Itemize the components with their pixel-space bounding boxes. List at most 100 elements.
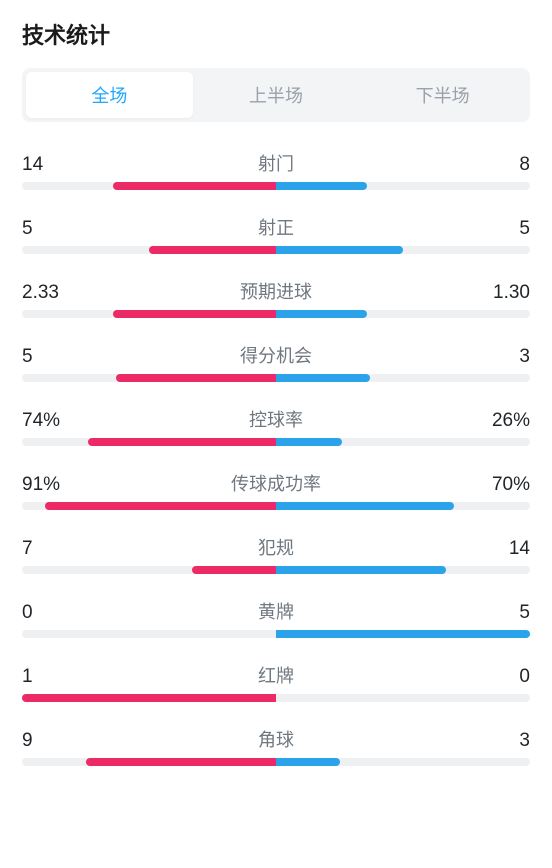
stat-label: 红牌 bbox=[72, 662, 480, 688]
stat-row: 7犯规14 bbox=[22, 534, 530, 574]
stats-panel: 技术统计 全场 上半场 下半场 14射门85射正52.33预期进球1.305得分… bbox=[0, 0, 552, 766]
stat-row: 9角球3 bbox=[22, 726, 530, 766]
stat-bar-left-half bbox=[22, 182, 276, 190]
stat-bar-right-fill bbox=[276, 310, 367, 318]
stat-right-value: 14 bbox=[480, 538, 530, 560]
stat-header: 1红牌0 bbox=[22, 662, 530, 688]
stat-bar-left-half bbox=[22, 502, 276, 510]
stat-row: 91%传球成功率70% bbox=[22, 470, 530, 510]
stat-bar-right-fill bbox=[276, 502, 454, 510]
tab-label: 全场 bbox=[91, 86, 127, 106]
stat-right-value: 5 bbox=[480, 218, 530, 240]
stat-bar-right-half bbox=[276, 758, 530, 766]
stat-bar-left-fill bbox=[88, 438, 276, 446]
stat-header: 74%控球率26% bbox=[22, 406, 530, 432]
stat-bar-left-fill bbox=[22, 694, 276, 702]
stat-left-value: 9 bbox=[22, 730, 72, 752]
tab-full-match[interactable]: 全场 bbox=[26, 72, 193, 118]
stat-left-value: 74% bbox=[22, 410, 72, 432]
stat-bar-right-half bbox=[276, 502, 530, 510]
stat-right-value: 26% bbox=[480, 410, 530, 432]
stat-bar-right-half bbox=[276, 374, 530, 382]
stat-right-value: 70% bbox=[480, 474, 530, 496]
period-tabs: 全场 上半场 下半场 bbox=[22, 68, 530, 122]
stat-bar-right-fill bbox=[276, 630, 530, 638]
stat-bar-track bbox=[22, 438, 530, 446]
stat-header: 5射正5 bbox=[22, 214, 530, 240]
stat-right-value: 0 bbox=[480, 666, 530, 688]
stat-row: 14射门8 bbox=[22, 150, 530, 190]
stat-bar-right-fill bbox=[276, 566, 446, 574]
stat-right-value: 1.30 bbox=[480, 282, 530, 304]
stat-bar-left-fill bbox=[113, 182, 276, 190]
stat-header: 0黄牌5 bbox=[22, 598, 530, 624]
tab-label: 上半场 bbox=[249, 86, 303, 106]
stat-row: 1红牌0 bbox=[22, 662, 530, 702]
stat-header: 9角球3 bbox=[22, 726, 530, 752]
stat-bar-track bbox=[22, 246, 530, 254]
stat-label: 角球 bbox=[72, 726, 480, 752]
stat-left-value: 2.33 bbox=[22, 282, 72, 304]
stat-bar-right-fill bbox=[276, 374, 370, 382]
stat-bar-left-half bbox=[22, 758, 276, 766]
stat-row: 5得分机会3 bbox=[22, 342, 530, 382]
stat-left-value: 7 bbox=[22, 538, 72, 560]
stat-row: 5射正5 bbox=[22, 214, 530, 254]
stat-bar-track bbox=[22, 694, 530, 702]
stat-bar-left-half bbox=[22, 246, 276, 254]
stat-label: 射正 bbox=[72, 214, 480, 240]
stat-header: 91%传球成功率70% bbox=[22, 470, 530, 496]
stat-left-value: 5 bbox=[22, 346, 72, 368]
stat-right-value: 5 bbox=[480, 602, 530, 624]
stat-row: 0黄牌5 bbox=[22, 598, 530, 638]
stat-right-value: 3 bbox=[480, 346, 530, 368]
stat-bar-track bbox=[22, 182, 530, 190]
stat-bar-left-fill bbox=[116, 374, 276, 382]
stat-bar-right-fill bbox=[276, 758, 340, 766]
stat-left-value: 14 bbox=[22, 154, 72, 176]
stat-row: 74%控球率26% bbox=[22, 406, 530, 446]
stat-bar-left-half bbox=[22, 694, 276, 702]
stat-label: 预期进球 bbox=[72, 278, 480, 304]
stat-bar-track bbox=[22, 630, 530, 638]
stat-header: 7犯规14 bbox=[22, 534, 530, 560]
stat-bar-left-fill bbox=[113, 310, 276, 318]
stat-bar-right-half bbox=[276, 310, 530, 318]
stat-row: 2.33预期进球1.30 bbox=[22, 278, 530, 318]
stat-bar-track bbox=[22, 566, 530, 574]
stat-left-value: 1 bbox=[22, 666, 72, 688]
tab-first-half[interactable]: 上半场 bbox=[193, 72, 360, 118]
stat-label: 黄牌 bbox=[72, 598, 480, 624]
stat-label: 犯规 bbox=[72, 534, 480, 560]
panel-title: 技术统计 bbox=[22, 18, 530, 50]
stat-bar-left-half bbox=[22, 310, 276, 318]
tab-second-half[interactable]: 下半场 bbox=[359, 72, 526, 118]
stat-bar-track bbox=[22, 310, 530, 318]
stat-header: 14射门8 bbox=[22, 150, 530, 176]
stat-bar-right-fill bbox=[276, 438, 342, 446]
stat-bar-right-half bbox=[276, 566, 530, 574]
stat-label: 射门 bbox=[72, 150, 480, 176]
stat-bar-left-half bbox=[22, 566, 276, 574]
stat-bar-right-half bbox=[276, 182, 530, 190]
tab-label: 下半场 bbox=[416, 86, 470, 106]
stat-bar-right-half bbox=[276, 438, 530, 446]
stat-bar-track bbox=[22, 502, 530, 510]
stat-header: 5得分机会3 bbox=[22, 342, 530, 368]
stat-bar-right-fill bbox=[276, 246, 403, 254]
stat-bar-left-half bbox=[22, 630, 276, 638]
stat-label: 传球成功率 bbox=[72, 470, 480, 496]
stat-bar-right-half bbox=[276, 630, 530, 638]
stats-list: 14射门85射正52.33预期进球1.305得分机会374%控球率26%91%传… bbox=[22, 150, 530, 766]
stat-left-value: 5 bbox=[22, 218, 72, 240]
stat-header: 2.33预期进球1.30 bbox=[22, 278, 530, 304]
stat-left-value: 0 bbox=[22, 602, 72, 624]
stat-bar-right-fill bbox=[276, 182, 367, 190]
stat-bar-left-fill bbox=[149, 246, 276, 254]
stat-bar-left-half bbox=[22, 438, 276, 446]
stat-bar-left-fill bbox=[86, 758, 277, 766]
stat-right-value: 8 bbox=[480, 154, 530, 176]
stat-right-value: 3 bbox=[480, 730, 530, 752]
stat-bar-left-fill bbox=[192, 566, 276, 574]
stat-label: 控球率 bbox=[72, 406, 480, 432]
